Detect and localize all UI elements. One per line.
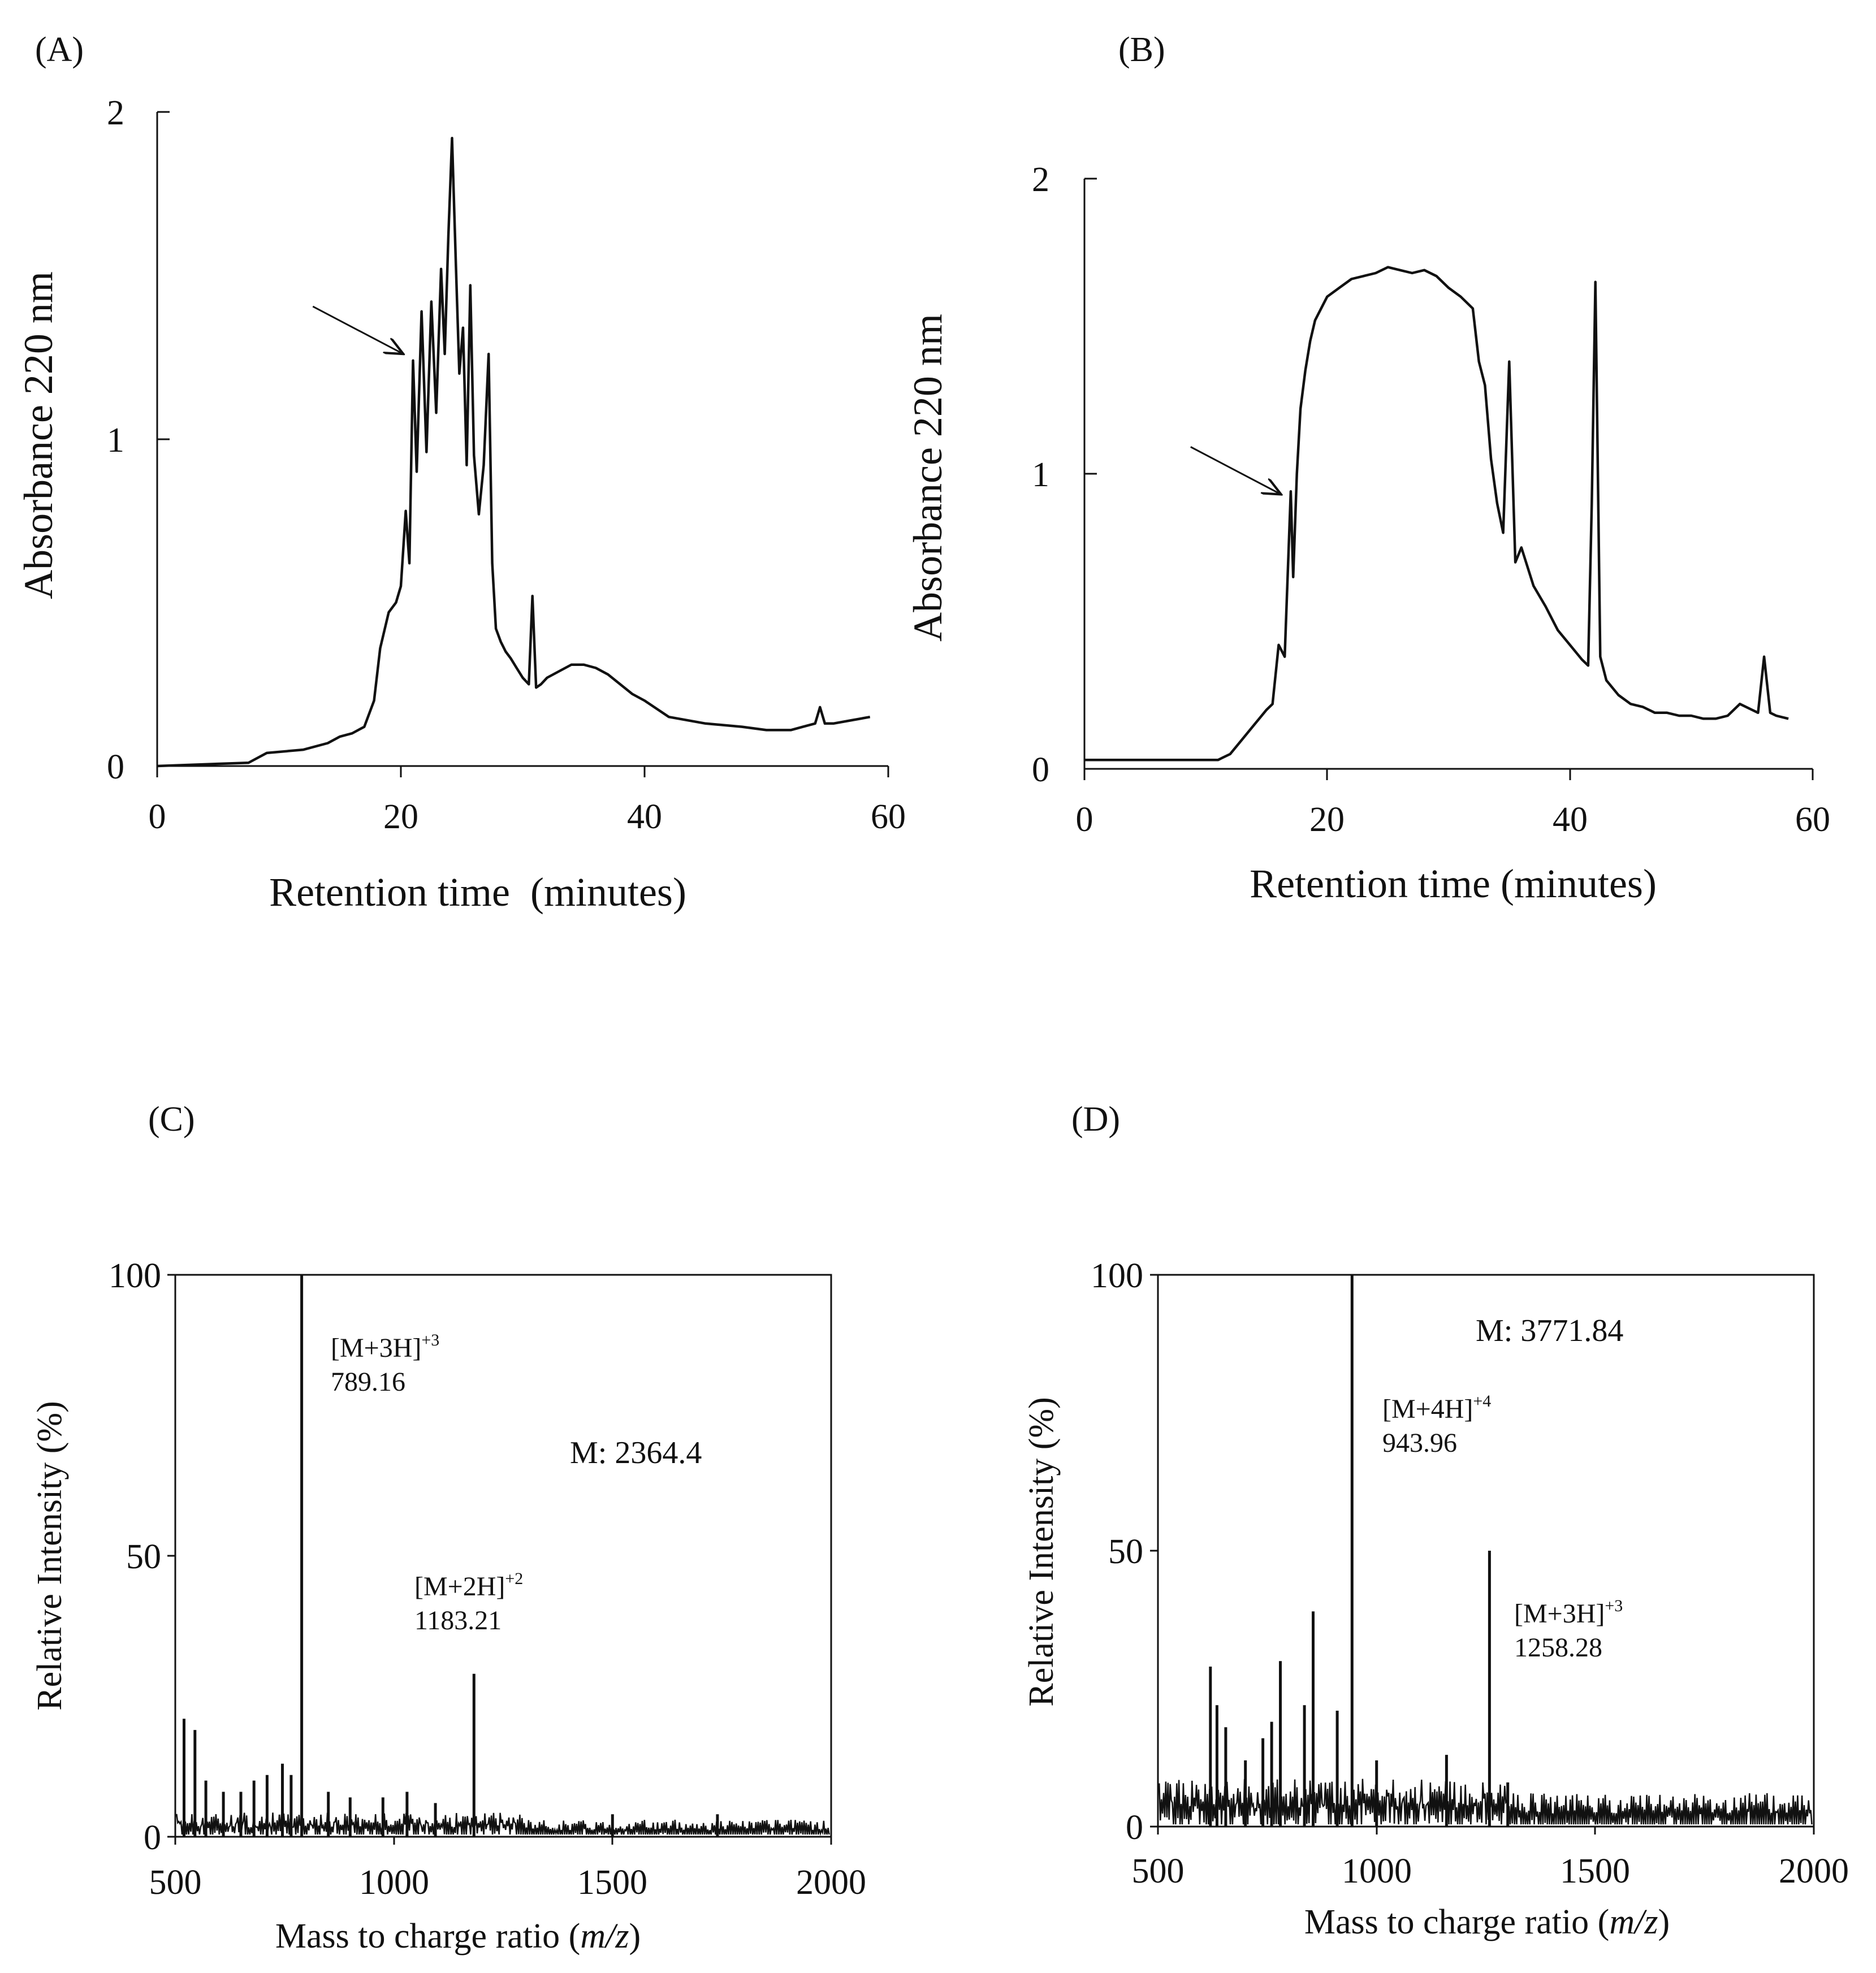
chromatogram-panel-b: (B) 2 1 0 0 20 40 60 Retention time (min… bbox=[905, 31, 1830, 906]
panel-b-ytick-0: 0 bbox=[1032, 751, 1049, 789]
panel-b-arrow bbox=[1190, 446, 1281, 495]
chromatogram-panel-a: (A) 2 1 0 0 20 40 60 Retention time (min… bbox=[16, 31, 906, 915]
panel-d-plot-frame bbox=[1157, 1274, 1815, 1828]
panel-a-xtick-0: 0 bbox=[149, 798, 166, 836]
panel-b-xtick-60: 60 bbox=[1795, 801, 1830, 839]
mass-spectrum-panel-d: (D) 100 50 0 500 1000 1500 2000 Mass to … bbox=[1022, 1100, 1849, 1941]
panel-c-molecular-mass: M: 2364.4 bbox=[570, 1435, 702, 1470]
panel-b-ytick-2: 2 bbox=[1032, 161, 1049, 199]
panel-d-peak1-charge: +4 bbox=[1473, 1392, 1491, 1410]
panel-d-ytick-0: 0 bbox=[1126, 1808, 1143, 1847]
panel-a-ytick-0: 0 bbox=[107, 748, 124, 786]
panel-a-arrow bbox=[312, 305, 403, 354]
panel-a-x-axis-title: Retention time (minutes) bbox=[269, 869, 686, 915]
panel-d-ytick-50: 50 bbox=[1108, 1533, 1143, 1571]
panel-c-peak2-charge: +2 bbox=[505, 1569, 523, 1588]
panel-d-peak2-value: 1258.28 bbox=[1514, 1633, 1602, 1663]
panel-c-x-axis-title: Mass to charge ratio (m/z) bbox=[275, 1917, 641, 1955]
panel-d-x-axis-title: Mass to charge ratio (m/z) bbox=[1304, 1903, 1670, 1941]
panel-a-xtick-20: 20 bbox=[383, 798, 418, 836]
panel-a-trace bbox=[157, 137, 871, 768]
panel-d-ytick-100: 100 bbox=[1091, 1257, 1143, 1295]
panel-d-x-title-prefix: Mass to charge ratio ( bbox=[1304, 1903, 1609, 1941]
panel-c-y-axis-title: Relative Intensity (%) bbox=[31, 1401, 69, 1711]
panel-c-peak2-value: 1183.21 bbox=[414, 1606, 502, 1635]
panel-c-peak1-charge: +3 bbox=[421, 1331, 439, 1349]
panel-d-peak2-ion: [M+3H]+3 bbox=[1514, 1596, 1623, 1629]
panel-d-peak2-charge: +3 bbox=[1605, 1596, 1623, 1615]
panel-a-ytick-1: 1 bbox=[107, 421, 124, 460]
panel-d-peak1-ion: [M+4H]+4 bbox=[1382, 1392, 1491, 1424]
panel-d-ticks bbox=[1150, 1274, 1815, 1834]
panel-c-ytick-50: 50 bbox=[126, 1538, 161, 1576]
panel-c-ticks bbox=[167, 1274, 832, 1845]
panel-d-molecular-mass: M: 3771.84 bbox=[1476, 1313, 1623, 1348]
panel-c-peak1-ion: [M+3H]+3 bbox=[331, 1331, 439, 1363]
panel-c-peak1-value: 789.16 bbox=[331, 1367, 405, 1397]
panel-d-y-axis-title: Relative Intensity (%) bbox=[1022, 1397, 1061, 1707]
panel-c-xtick-500: 500 bbox=[149, 1863, 202, 1902]
panel-c-xtick-2000: 2000 bbox=[796, 1863, 866, 1902]
panel-a-label: (A) bbox=[35, 31, 84, 69]
panel-b-y-axis bbox=[1083, 178, 1097, 769]
panel-d-peaks bbox=[1209, 1275, 1510, 1827]
panel-d-noise-baseline bbox=[1159, 1779, 1813, 1825]
panel-d-xtick-500: 500 bbox=[1132, 1852, 1185, 1890]
mass-spectrum-panel-c: (C) 100 50 0 500 1000 1500 2000 Mass to … bbox=[31, 1100, 866, 1955]
panel-b-xtick-40: 40 bbox=[1553, 801, 1588, 839]
panel-d-xtick-1000: 1000 bbox=[1342, 1852, 1412, 1890]
panel-c-x-title-prefix: Mass to charge ratio ( bbox=[275, 1917, 580, 1955]
panel-a-xtick-60: 60 bbox=[871, 798, 906, 836]
panel-d-xtick-1500: 1500 bbox=[1560, 1852, 1630, 1890]
panel-c-x-title-italic: m/z bbox=[580, 1917, 629, 1955]
panel-c-xtick-1500: 1500 bbox=[577, 1863, 647, 1902]
panel-d-peak1-value: 943.96 bbox=[1382, 1428, 1457, 1458]
panel-b-xtick-0: 0 bbox=[1076, 801, 1093, 839]
panel-b-xtick-20: 20 bbox=[1309, 801, 1345, 839]
panel-a-x-axis bbox=[156, 765, 889, 777]
panel-d-peak1-ion-name: [M+4H] bbox=[1382, 1394, 1473, 1424]
panel-a-y-axis bbox=[156, 111, 170, 766]
panel-d-peak2-ion-name: [M+3H] bbox=[1514, 1599, 1605, 1629]
panel-d-xtick-2000: 2000 bbox=[1779, 1852, 1849, 1890]
panel-a-y-axis-title: Absorbance 220 nm bbox=[16, 271, 61, 599]
panel-b-label: (B) bbox=[1118, 31, 1165, 69]
panel-d-x-title-suffix: ) bbox=[1658, 1903, 1670, 1941]
panel-b-ytick-1: 1 bbox=[1032, 456, 1049, 494]
panel-c-label: (C) bbox=[148, 1100, 195, 1139]
panel-c-plot-frame bbox=[174, 1274, 832, 1838]
panel-c-peak1-ion-name: [M+3H] bbox=[331, 1333, 421, 1363]
panel-c-ytick-0: 0 bbox=[144, 1819, 161, 1857]
panel-a-xtick-40: 40 bbox=[627, 798, 662, 836]
panel-a-ytick-2: 2 bbox=[107, 94, 124, 132]
panel-d-label: (D) bbox=[1071, 1100, 1120, 1139]
panel-b-x-axis bbox=[1083, 768, 1814, 780]
panel-c-peaks bbox=[183, 1275, 719, 1837]
panel-c-peak2-ion: [M+2H]+2 bbox=[414, 1569, 523, 1602]
panel-c-xtick-1000: 1000 bbox=[359, 1863, 429, 1902]
panel-c-noise-baseline bbox=[176, 1812, 830, 1836]
panel-b-x-axis-title: Retention time (minutes) bbox=[1250, 861, 1657, 906]
panel-b-y-axis-title: Absorbance 220 nm bbox=[905, 314, 950, 642]
panel-c-x-title-suffix: ) bbox=[629, 1917, 641, 1955]
panel-b-trace bbox=[1084, 266, 1789, 761]
panel-c-peak2-ion-name: [M+2H] bbox=[414, 1572, 505, 1602]
panel-c-ytick-100: 100 bbox=[109, 1257, 161, 1295]
panel-d-x-title-italic: m/z bbox=[1609, 1903, 1658, 1941]
